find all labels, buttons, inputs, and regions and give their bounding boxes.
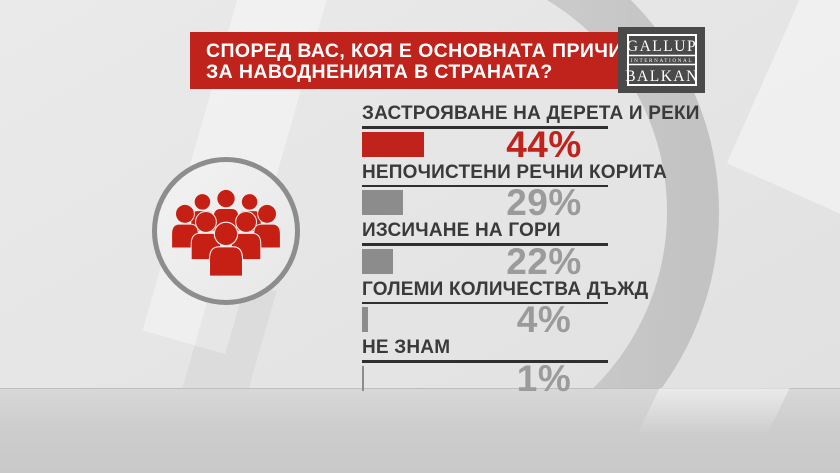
bar-track: 44% [362,123,608,165]
bar-value: 22% [506,240,582,282]
bar-value: 29% [506,182,582,223]
gallup-logo: GALLUP INTERNATIONAL BALKAN [618,27,705,93]
chart-row: НЕ ЗНАМ 1% [362,337,608,399]
bar-value: 44% [506,123,582,165]
chart-row: ИЗСИЧАНЕ НА ГОРИ 22% [362,220,608,282]
question-line-1: СПОРЕД ВАС, КОЯ Е ОСНОВНАТА ПРИЧИНА [206,40,652,62]
bar-value: 1% [516,357,572,399]
bar-track: 29% [362,182,608,223]
bar-label: НЕ ЗНАМ [362,337,451,358]
crowd-circle [152,157,300,305]
bar-label: ИЗСИЧАНЕ НА ГОРИ [362,220,561,241]
floor-glare [636,388,790,436]
gallup-logo-art: GALLUP INTERNATIONAL BALKAN [625,34,699,86]
bar [362,190,403,215]
bar-label: ЗАСТРОЯВАНЕ НА ДЕРЕТА И РЕКИ [362,103,700,124]
bar [362,307,368,332]
label-underline [362,126,608,129]
question-line-2: ЗА НАВОДНЕНИЯТА В СТРАНАТА? [206,61,553,83]
chart-row: ГОЛЕМИ КОЛИЧЕСТВА ДЪЖД 4% [362,278,649,340]
label-underline [362,360,608,363]
label-underline [362,243,608,246]
logo-international-text: INTERNATIONAL [630,58,692,64]
bar-value: 4% [516,299,572,340]
label-underline [362,184,608,187]
chart-row: ЗАСТРОЯВАНЕ НА ДЕРЕТА И РЕКИ 44% [362,103,700,165]
crowd-icon [171,189,281,277]
logo-gallup-text: GALLUP [626,38,696,55]
logo-balkan-text: BALKAN [625,68,699,85]
bar-track: 22% [362,240,608,282]
label-underline [362,301,608,304]
bar-label: НЕПОЧИСТЕНИ РЕЧНИ КОРИТА [362,161,668,183]
bar-track: 1% [362,357,608,399]
bar-track: 4% [362,299,608,340]
floor-strip [0,388,840,473]
background-ring [121,0,719,388]
bar [362,365,364,391]
bar [362,248,393,274]
bar-label: ГОЛЕМИ КОЛИЧЕСТВА ДЪЖД [362,278,649,300]
chart-row: НЕПОЧИСТЕНИ РЕЧНИ КОРИТА 29% [362,161,668,223]
question-banner: СПОРЕД ВАС, КОЯ Е ОСНОВНАТА ПРИЧИНА ЗА Н… [190,32,652,89]
bar [362,131,424,157]
